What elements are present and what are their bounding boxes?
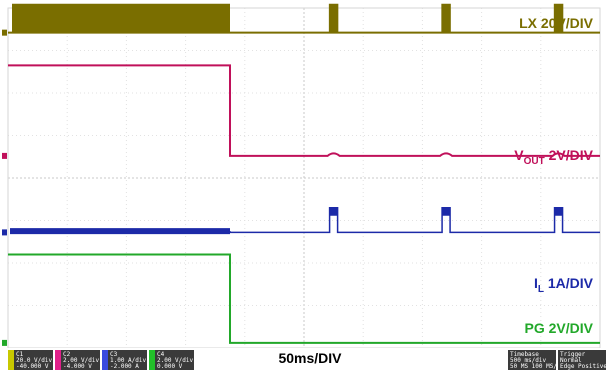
status-box-value: Normal [560,357,582,364]
status-box-value: 500 ms/div [510,357,547,364]
channel-color-tab [55,350,61,370]
lx-level-marker [2,29,7,36]
lx-pulse [553,3,564,33]
lx-pulse [441,3,451,33]
channel-id: C3 [110,351,118,358]
channel-color-tab [149,350,155,370]
il-pulse-cap [329,207,338,216]
channel-color-tab [102,350,108,370]
vout-level-marker [2,152,7,159]
vout-trace [8,64,600,157]
status-box-title: Trigger [560,351,586,358]
channel-id: C4 [157,351,165,358]
il-pulse-cap [442,207,451,216]
channel-setting: 2.00 V/div [63,357,100,364]
channel-setting: 1.00 A/div [110,357,147,364]
channel-box[interactable] [102,350,147,370]
il-trace-ripple [10,228,230,235]
trigger-box[interactable] [558,350,606,370]
il-channel-label: IL 1A/DIV [534,275,594,295]
traces [2,3,600,346]
channel-color-tab [8,350,14,370]
status-box-value: Edge Positive [560,363,607,370]
pg-level-marker [2,339,7,346]
channel-setting: -40.000 V [16,363,49,370]
lx-pulse [328,3,339,33]
pg-channel-label: PG 2V/DIV [525,320,594,336]
channel-setting: 2.00 V/div [157,357,194,364]
status-box-value: 50 MS 100 MS/s [510,363,561,370]
lx-switching-burst [12,3,230,33]
pg-trace [8,253,600,344]
channel-id: C2 [63,351,71,358]
channel-setting: -4.000 V [63,363,92,370]
il-level-marker [2,229,7,236]
vout-channel-label: VOUT 2V/DIV [514,147,593,167]
il-pulse-cap [554,207,563,216]
channel-id: C1 [16,351,24,358]
timebase-box[interactable] [508,350,556,370]
status-box-title: Timebase [510,351,539,358]
channel-box[interactable] [55,350,100,370]
channel-setting: -2.000 A [110,363,139,370]
channel-box[interactable] [149,350,194,370]
lx-channel-label: LX 20V/DIV [519,15,594,31]
channel-setting: 0.000 V [157,363,183,370]
channel-setting: 20.0 V/div [16,357,53,364]
channel-box[interactable] [8,350,53,370]
channel-labels: LX 20V/DIV VOUT 2V/DIV IL 1A/DIV PG 2V/D… [514,15,593,336]
x-axis-label: 50ms/DIV [278,350,342,366]
